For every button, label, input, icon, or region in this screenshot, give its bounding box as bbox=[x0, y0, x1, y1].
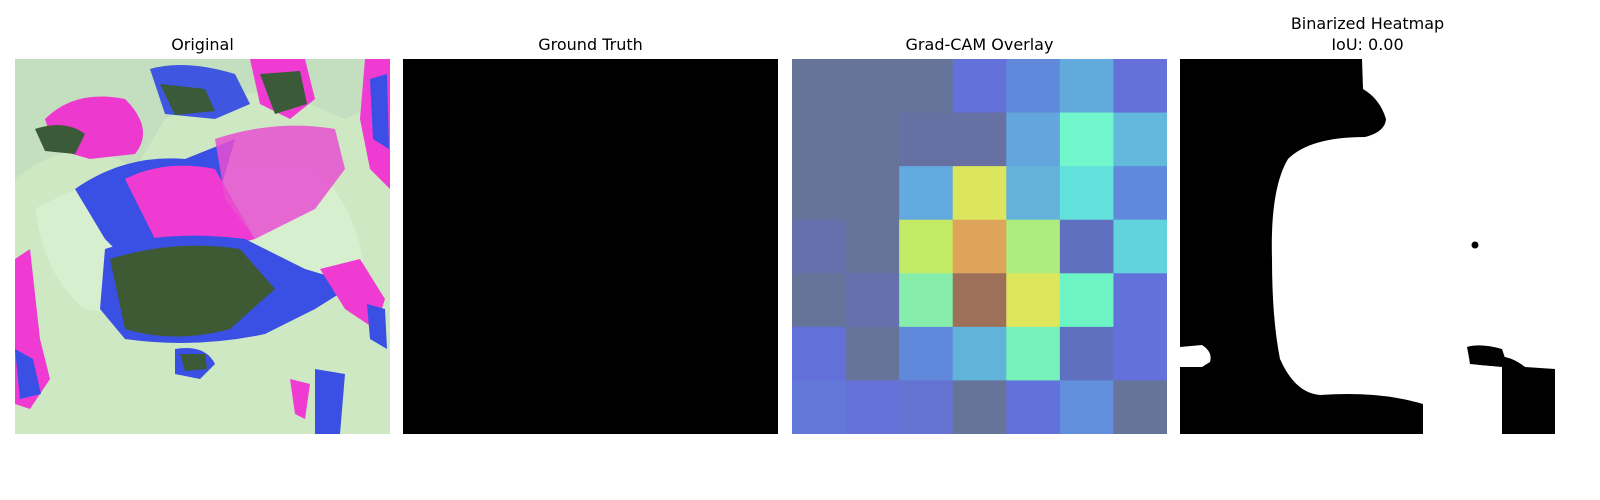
gradcam-cell-0-1 bbox=[845, 59, 900, 114]
gradcam-cell-4-6 bbox=[1113, 273, 1167, 328]
panel-original: Original bbox=[15, 0, 390, 440]
gradcam-cell-1-4 bbox=[1006, 112, 1061, 167]
gradcam-cell-6-5 bbox=[1059, 380, 1114, 434]
gradcam-cell-2-4 bbox=[1006, 166, 1061, 221]
gradcam-cell-4-5 bbox=[1059, 273, 1114, 328]
gradcam-cell-6-0 bbox=[792, 380, 847, 434]
gradcam-cell-6-1 bbox=[845, 380, 900, 434]
gradcam-cell-1-0 bbox=[792, 112, 847, 167]
gradcam-cell-2-6 bbox=[1113, 166, 1167, 221]
gradcam-cell-3-0 bbox=[792, 219, 847, 274]
gradcam-cell-5-6 bbox=[1113, 326, 1167, 381]
panel-title-original: Original bbox=[171, 35, 234, 54]
gradcam-cell-3-6 bbox=[1113, 219, 1167, 274]
gradcam-cell-0-6 bbox=[1113, 59, 1167, 114]
gradcam-cell-0-2 bbox=[899, 59, 954, 114]
gradcam-cell-5-0 bbox=[792, 326, 847, 381]
panel-gradcam: Grad-CAM Overlay bbox=[792, 0, 1167, 440]
gradcam-overlay bbox=[792, 59, 1167, 434]
gradcam-cell-2-1 bbox=[845, 166, 900, 221]
original-image bbox=[15, 59, 390, 434]
gradcam-cell-5-1 bbox=[845, 326, 900, 381]
gradcam-cell-5-4 bbox=[1006, 326, 1061, 381]
gradcam-cell-2-5 bbox=[1059, 166, 1114, 221]
panel-binarized: Binarized Heatmap IoU: 0.00 bbox=[1180, 0, 1555, 440]
gradcam-cell-2-0 bbox=[792, 166, 847, 221]
gradcam-cell-0-0 bbox=[792, 59, 847, 114]
gradcam-cell-0-5 bbox=[1059, 59, 1114, 114]
panel-subtitle-iou: IoU: 0.00 bbox=[1331, 35, 1404, 54]
gradcam-cell-3-4 bbox=[1006, 219, 1061, 274]
gradcam-cell-3-1 bbox=[845, 219, 900, 274]
gradcam-cell-5-5 bbox=[1059, 326, 1114, 381]
panel-title-binarized: Binarized Heatmap bbox=[1290, 14, 1445, 33]
gradcam-cell-0-4 bbox=[1006, 59, 1061, 114]
panel-title-gradcam: Grad-CAM Overlay bbox=[905, 35, 1054, 54]
gradcam-cell-3-5 bbox=[1059, 219, 1114, 274]
gradcam-cell-0-3 bbox=[952, 59, 1007, 114]
gradcam-cell-5-2 bbox=[899, 326, 954, 381]
gradcam-cell-4-0 bbox=[792, 273, 847, 328]
gradcam-cell-6-3 bbox=[952, 380, 1007, 434]
gradcam-cell-1-6 bbox=[1113, 112, 1167, 167]
panel-ground-truth: Ground Truth bbox=[403, 0, 778, 440]
gradcam-cell-4-3 bbox=[952, 273, 1007, 328]
ground-truth-mask bbox=[403, 59, 778, 434]
gradcam-cell-1-2 bbox=[899, 112, 954, 167]
gradcam-cell-3-3 bbox=[952, 219, 1007, 274]
gradcam-cell-4-2 bbox=[899, 273, 954, 328]
gradcam-cell-3-2 bbox=[899, 219, 954, 274]
gradcam-cell-6-6 bbox=[1113, 380, 1167, 434]
gradcam-cell-4-4 bbox=[1006, 273, 1061, 328]
gradcam-cell-1-5 bbox=[1059, 112, 1114, 167]
gradcam-cell-1-3 bbox=[952, 112, 1007, 167]
binarized-heatmap bbox=[1180, 59, 1555, 434]
gradcam-cell-2-3 bbox=[952, 166, 1007, 221]
gradcam-cell-4-1 bbox=[845, 273, 900, 328]
gradcam-cell-2-2 bbox=[899, 166, 954, 221]
gradcam-cell-6-2 bbox=[899, 380, 954, 434]
gradcam-cell-5-3 bbox=[952, 326, 1007, 381]
gradcam-cell-1-1 bbox=[845, 112, 900, 167]
gradcam-cell-6-4 bbox=[1006, 380, 1061, 434]
panel-title-ground-truth: Ground Truth bbox=[538, 35, 643, 54]
